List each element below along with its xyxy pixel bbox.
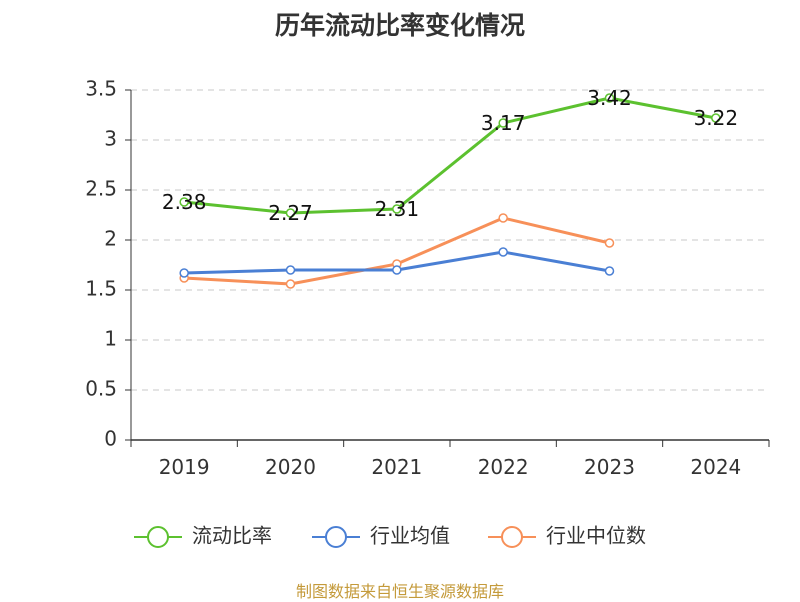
y-tick-label: 0	[104, 427, 117, 451]
chart-title: 历年流动比率变化情况	[274, 11, 525, 40]
y-tick-label: 2.5	[85, 177, 117, 201]
data-point	[285, 208, 296, 218]
series-line	[184, 96, 717, 215]
y-tick-label: 2	[104, 227, 117, 251]
x-axis-ticks: 2019 2020 2021 2022 2023 2024	[130, 440, 770, 479]
data-label: 3.17	[481, 111, 526, 135]
y-axis-ticks: 0 0.5 1 1.5 2 2.5 3 3.5	[85, 77, 131, 451]
data-point	[604, 266, 615, 276]
legend: 流动比率 行业均值 行业中位数	[134, 524, 646, 548]
y-tick-label: 3	[104, 127, 117, 151]
x-tick-label: 2023	[584, 455, 635, 479]
y-tick-label: 3.5	[85, 77, 117, 101]
data-point	[498, 213, 508, 223]
data-label: 2.27	[268, 201, 313, 225]
data-point	[711, 113, 721, 123]
data-label: 3.22	[694, 106, 739, 130]
data-point	[392, 265, 402, 275]
axes	[130, 90, 769, 441]
legend-swatch-marker	[325, 526, 347, 548]
data-point	[285, 265, 296, 275]
data-point	[604, 238, 615, 248]
data-point	[604, 93, 615, 103]
data-point	[392, 204, 402, 214]
data-point	[285, 279, 296, 289]
legend-swatch-marker	[501, 526, 523, 548]
data-label: 2.31	[375, 197, 420, 221]
data-point	[179, 197, 189, 207]
y-tick-label: 0.5	[85, 377, 117, 401]
data-point	[498, 118, 508, 128]
data-label: 3.42	[587, 86, 632, 110]
data-labels: 2.38 2.27 2.31 3.17 3.42 3.22	[162, 86, 738, 225]
legend-swatch-marker	[147, 526, 169, 548]
data-point	[179, 268, 189, 278]
y-tick-label: 1	[104, 327, 117, 351]
data-point	[498, 247, 508, 257]
source-note: 制图数据来自恒生聚源数据库	[295, 582, 504, 601]
x-tick-label: 2024	[690, 455, 741, 479]
x-tick-label: 2019	[159, 455, 210, 479]
y-tick-label: 1.5	[85, 277, 117, 301]
x-tick-label: 2021	[371, 455, 422, 479]
legend-label: 行业中位数	[546, 524, 646, 548]
x-tick-label: 2020	[265, 455, 316, 479]
data-label: 2.38	[162, 190, 207, 214]
x-tick-label: 2022	[478, 455, 529, 479]
legend-label: 行业均值	[370, 524, 450, 548]
legend-label: 流动比率	[192, 524, 272, 548]
series-layer	[179, 93, 721, 289]
